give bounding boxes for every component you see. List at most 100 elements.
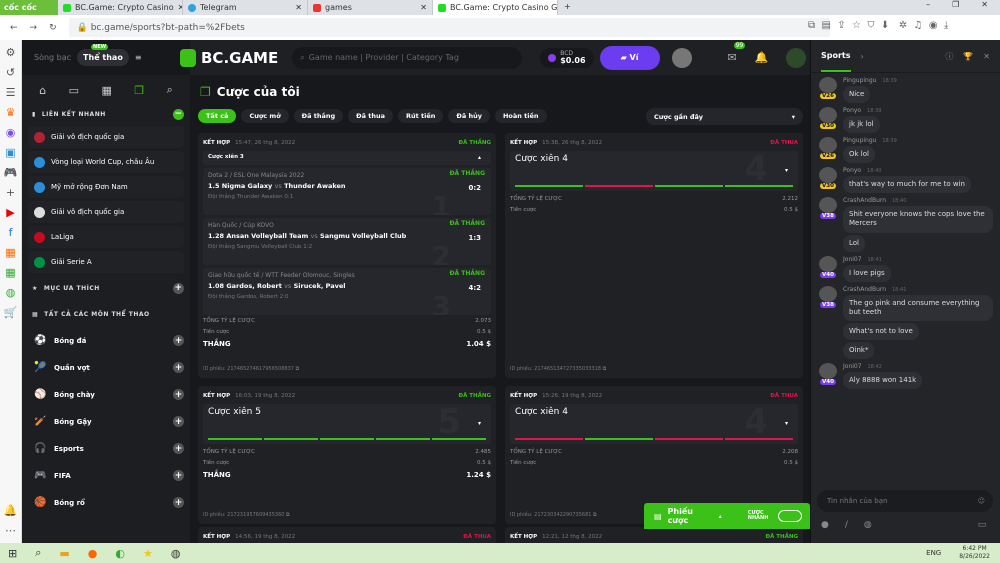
quick-link-league[interactable]: Giải Serie A (28, 251, 184, 273)
filter-tab[interactable]: Đã thắng (293, 109, 344, 123)
user-avatar[interactable] (671, 47, 692, 68)
quick-link-league[interactable]: Mỹ mở rộng Đơn Nam (28, 176, 184, 198)
copy-icon[interactable]: ⧉ (284, 512, 290, 518)
crown-icon[interactable]: ♛ (5, 106, 16, 119)
minimize-icon[interactable]: – (926, 0, 931, 9)
close-tab-icon[interactable]: ✕ (420, 3, 427, 12)
gif-icon[interactable]: ◍ (863, 520, 872, 530)
parlay-toggle[interactable]: Cược xiên 5 5 ▾ (203, 403, 491, 444)
chat-avatar[interactable]: V40 (817, 363, 839, 389)
filter-tab[interactable]: Đã thua (348, 109, 393, 123)
map-icon[interactable]: ◍ (5, 286, 16, 299)
parlay-toggle[interactable]: Cược xiên 3 ▴ (203, 151, 491, 165)
game-search-input[interactable]: ⌕ Game name | Provider | Category Tag (292, 46, 523, 69)
add-sport-button[interactable]: + (173, 389, 184, 400)
live-icon[interactable]: ▭ (68, 83, 80, 97)
parlay-toggle[interactable]: Cược xiên 4 4 ▾ (510, 403, 798, 444)
toolbar-icons[interactable]: ⧉ ▤ ⇪ ☆ ⛉ ⬇ ✲ ♫ ◉ ⤓ (808, 20, 949, 31)
chat-avatar[interactable]: V30 (817, 107, 839, 133)
close-window-icon[interactable]: ✕ (981, 0, 988, 9)
sport-item[interactable]: 🎧 Esports + (28, 435, 184, 462)
sport-item[interactable]: 🎮 FIFA + (28, 462, 184, 489)
cart-icon[interactable]: 🛒 (3, 306, 18, 319)
collapse-button[interactable]: − (173, 108, 184, 120)
start-icon[interactable]: ⊞ (8, 546, 18, 560)
home-icon[interactable]: ⌂ (39, 83, 47, 97)
add-sport-button[interactable]: + (173, 416, 184, 427)
browser-tab[interactable]: games ✕ (308, 0, 433, 15)
chat-avatar[interactable]: V40 (817, 255, 839, 282)
casino-link[interactable]: Sòng bạc (34, 53, 72, 62)
bell-icon[interactable]: 🔔 (754, 51, 769, 64)
sports-link[interactable]: NEW Thể thao (77, 44, 129, 66)
chat-avatar[interactable]: V26 (817, 77, 839, 103)
add-sport-button[interactable]: + (173, 335, 184, 346)
keyboard-icon[interactable]: ▭ (977, 520, 987, 530)
menu-icon[interactable]: ≡ (134, 53, 142, 62)
copy-icon[interactable]: ⧉ (293, 366, 300, 372)
browser-logo[interactable]: cốc cốc (0, 0, 58, 15)
chat-tab-sports[interactable]: Sports (821, 41, 851, 72)
list-icon[interactable]: ☰ (5, 86, 16, 99)
calendar-icon[interactable]: ▦ (101, 83, 112, 97)
quick-link-league[interactable]: LaLiga (28, 226, 184, 248)
more-icon[interactable]: ⋯ (5, 524, 16, 537)
my-bets-icon[interactable]: ❐ (134, 83, 145, 97)
bet-card[interactable]: KẾT HỢP 15:26, 19 thg 8, 2022 ĐÃ THUA Cược … (505, 386, 803, 524)
forward-icon[interactable]: → (29, 22, 38, 33)
reload-icon[interactable]: ↻ (49, 22, 57, 33)
quick-bet-toggle[interactable] (777, 510, 802, 522)
gamepad-icon[interactable]: 🎮 (3, 166, 18, 179)
emoji-icon[interactable]: ☺ (977, 497, 985, 505)
chat-avatar[interactable]: V26 (817, 137, 839, 163)
search-icon[interactable]: ⌕ (166, 83, 173, 96)
quick-link-league[interactable]: Giải vô địch quốc gia (28, 201, 184, 223)
clock[interactable]: 6:42 PM 8/26/2022 (959, 545, 990, 561)
sport-item[interactable]: ⚾ Bóng chày + (28, 381, 184, 408)
command-icon[interactable]: / (844, 520, 848, 530)
app-icon[interactable]: ▣ (5, 146, 16, 159)
filter-tab[interactable]: Cược mở (241, 109, 289, 123)
url-input[interactable]: 🔒 bc.game/sports?bt-path=%2Fbets (68, 18, 830, 37)
wallet-button[interactable]: ▰ Ví (599, 45, 660, 70)
filter-tab[interactable]: Tất cả (198, 109, 237, 123)
notification-icon[interactable]: 🔔 (3, 504, 18, 517)
sport-item[interactable]: 🏀 Bóng rổ + (28, 489, 184, 516)
chat-avatar[interactable]: V38 (817, 197, 839, 251)
filter-tab[interactable]: Đã hủy (448, 109, 490, 123)
shop-icon[interactable]: ▦ (5, 246, 16, 259)
maximize-icon[interactable]: ❐ (952, 0, 960, 9)
youtube-icon[interactable]: ▶ (6, 206, 15, 219)
parlay-toggle[interactable]: Cược xiên 4 4 ▾ (510, 150, 798, 191)
sport-item[interactable]: 🎾 Quần vợt + (28, 354, 184, 381)
close-tab-icon[interactable]: ✕ (178, 3, 182, 12)
chat-messages[interactable]: V26 Pingupingu 18:39 Nice V30 Ponyo 18:39 jk … (811, 73, 1000, 478)
star-app-icon[interactable]: ★ (143, 546, 153, 560)
league-icon[interactable]: ◍ (170, 546, 181, 560)
bet-card[interactable]: KẾT HỢP 16:03, 19 thg 8, 2022 ĐÃ THẮNG Cược… (198, 386, 496, 524)
copy-icon[interactable]: ⧉ (591, 512, 597, 518)
messenger-icon[interactable]: ◉ (5, 126, 16, 139)
coccoc-icon[interactable]: ◐ (115, 546, 126, 560)
bet-card[interactable]: KẾT HỢP 12:21, 12 thg 8, 2022 ĐÃ THẮNG (505, 527, 803, 543)
chevron-right-icon[interactable]: › (860, 51, 864, 61)
add-sport-button[interactable]: + (173, 443, 184, 454)
add-sport-button[interactable]: + (173, 497, 184, 508)
bet-card[interactable]: KẾT HỢP 15:47, 26 thg 8, 2022 ĐÃ THẮNG Cược… (198, 133, 496, 378)
filter-tab[interactable]: Hoàn tiền (494, 109, 547, 123)
add-sport-button[interactable]: + (173, 470, 184, 481)
settings-icon[interactable]: ⚙ (5, 46, 16, 59)
balance-selector[interactable]: BCD $0.06 (540, 47, 594, 68)
sport-item[interactable]: ⚽ Bóng đá + (28, 327, 184, 354)
browser-tab[interactable]: BC.Game: Crypto Casino ✕ (58, 0, 183, 15)
language-indicator[interactable]: ENG (926, 549, 942, 557)
brand-logo[interactable]: BC.GAME (180, 48, 278, 67)
filter-tab[interactable]: Rút tiền (398, 109, 444, 123)
browser-tab[interactable]: Telegram ✕ (183, 0, 308, 15)
bet-card[interactable]: KẾT HỢP 14:56, 19 thg 8, 2022 ĐÃ THUA (198, 527, 496, 543)
back-icon[interactable]: ← (10, 22, 18, 33)
sport-item[interactable]: 🏏 Bóng Gậy + (28, 408, 184, 435)
search-icon[interactable]: ⌕ (35, 546, 42, 559)
close-tab-icon[interactable]: ✕ (295, 3, 302, 12)
copy-icon[interactable]: ⧉ (600, 366, 607, 372)
